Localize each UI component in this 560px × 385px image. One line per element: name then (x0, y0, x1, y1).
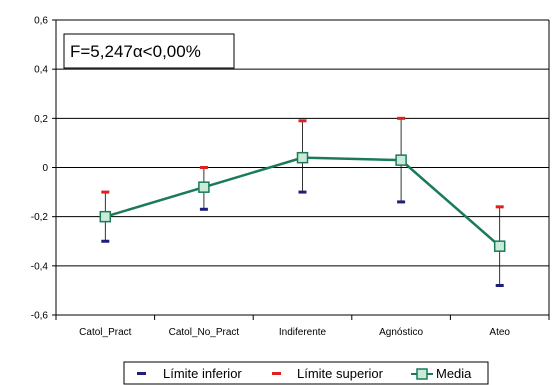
legend: Límite inferior Límite superior Media (123, 361, 489, 385)
annotation-text: F=5,247α<0,00% (70, 42, 201, 61)
y-tick-label: -0,6 (31, 311, 49, 322)
annotation-box: F=5,247α<0,00% (63, 33, 235, 69)
x-tick-label: Ateo (489, 327, 510, 338)
legend-lower-marker (137, 372, 146, 375)
legend-lower-label: Límite inferior (163, 366, 242, 381)
y-tick-label: 0,2 (34, 114, 48, 125)
lower-limit-marker (199, 207, 208, 211)
mean-marker (395, 154, 407, 166)
axes (55, 20, 550, 320)
lower-limit-marker (298, 190, 307, 194)
mean-marker (493, 240, 506, 252)
mean-series (99, 151, 506, 252)
y-tick-labels: 0,6 0,4 0,2 0 -0,2 -0,4 -0,6 (31, 16, 49, 322)
upper-limit-marker (397, 116, 406, 120)
y-tick-label: -0,2 (31, 212, 49, 223)
upper-limit-marker (199, 166, 208, 169)
legend-upper-label: Límite superior (297, 366, 384, 381)
x-tick-label: Catol_No_Pract (169, 327, 240, 338)
mean-marker (99, 210, 112, 223)
y-tick-label: 0 (42, 163, 48, 174)
x-tick-label: Agnóstico (379, 327, 423, 338)
upper-limit-marker (495, 205, 504, 209)
lower-limit-marker (397, 200, 406, 204)
mean-marker (198, 181, 210, 193)
y-tick-label: 0,4 (34, 65, 48, 76)
error-bars (101, 116, 504, 287)
upper-limit-marker (101, 190, 110, 194)
y-tick-label: 0,6 (34, 16, 48, 27)
mean-marker (296, 151, 309, 164)
legend-mean-label: Media (436, 366, 472, 381)
legend-upper-marker (272, 372, 281, 375)
legend-mean-marker (416, 368, 428, 380)
x-tick-labels: Catol_Pract Catol_No_Pract Indiferente Agnó… (79, 327, 510, 338)
x-tick-label: Indiferente (279, 327, 327, 338)
x-tick-label: Catol_Pract (79, 327, 131, 338)
y-tick-label: -0,4 (31, 261, 49, 272)
lower-limit-marker (495, 284, 504, 287)
lower-limit-marker (101, 239, 110, 243)
upper-limit-marker (298, 119, 307, 123)
